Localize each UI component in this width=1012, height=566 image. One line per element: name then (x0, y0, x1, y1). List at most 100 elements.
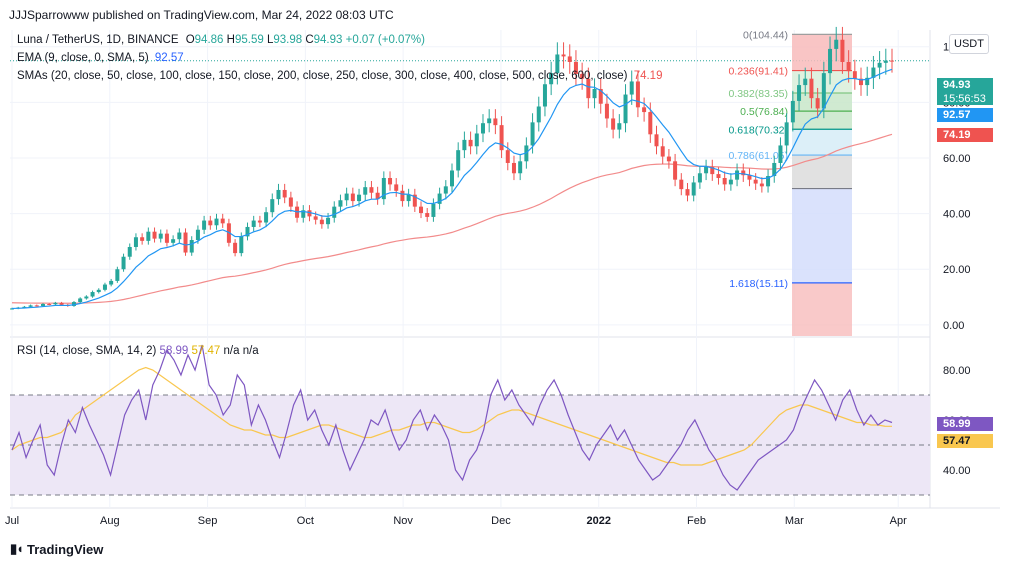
ema-price-tag: 92.57 (937, 108, 993, 122)
candle-body (865, 77, 870, 86)
candle-body (319, 219, 324, 225)
tradingview-brand: TradingView (27, 541, 104, 557)
candle-body (586, 78, 591, 99)
candle-body (530, 122, 535, 146)
candle-body (419, 206, 424, 214)
candle-body (480, 123, 485, 134)
candle-body (431, 203, 436, 217)
fib-zone (792, 111, 852, 130)
candle-body (264, 212, 269, 223)
price-tick-label: 20.00 (943, 264, 971, 276)
candle-body (133, 237, 138, 247)
candle-body (381, 177, 386, 200)
symbol-title[interactable]: Luna / TetherUS, 1D, BINANCE (17, 34, 179, 46)
candle-body (890, 60, 894, 62)
currency-button[interactable]: USDT (949, 34, 989, 54)
ohlc-low-label: L (266, 34, 274, 46)
fib-level-label: 0.382(83.35) (728, 88, 788, 100)
candle-body (78, 298, 83, 303)
candle-body (735, 170, 740, 180)
candle-body (412, 194, 417, 207)
rsi-ma-value: 57.47 (191, 345, 221, 357)
candle-body (710, 166, 715, 175)
candle-body (251, 220, 256, 227)
time-tick-label: Sep (198, 515, 218, 527)
candle-body (208, 220, 213, 226)
sma-value: 74.19 (633, 70, 663, 82)
candle-body (803, 78, 808, 86)
candle-body (90, 292, 95, 297)
ohlc-high-label: H (226, 34, 235, 46)
candle-body (852, 71, 857, 79)
candle-body (691, 182, 696, 196)
candle-body (326, 217, 331, 225)
candle-body (220, 218, 225, 224)
ohlc-open-label: O (185, 34, 195, 46)
candle-body (158, 233, 163, 239)
candle-body (828, 48, 833, 74)
candle-body (233, 242, 238, 254)
candle-body (40, 304, 45, 306)
candle-body (542, 84, 547, 107)
candle-body (350, 193, 355, 202)
candle-body (53, 302, 58, 305)
tradingview-logo[interactable]: ▮◖ TradingView (10, 541, 103, 557)
candle-body (660, 146, 665, 157)
candle-body (239, 236, 244, 254)
time-tick-label: Jul (5, 515, 19, 527)
rsi-tick-label: 40.00 (943, 465, 971, 477)
candle-body (679, 179, 684, 190)
rsi-na-2: n/a (242, 345, 259, 357)
candle-body (177, 232, 182, 240)
candle-body (505, 150, 510, 163)
candle-body (189, 240, 194, 253)
candle-body (127, 246, 132, 257)
rsi-tick-label: 80.00 (943, 365, 971, 377)
fib-level-label: 0(104.44) (743, 29, 788, 41)
candle-body (307, 210, 312, 217)
sma-line (11, 133, 893, 304)
last-price: 94.93 (943, 79, 971, 91)
candle-body (809, 78, 814, 99)
ohlc-change: +0.07 (+0.07%) (345, 34, 425, 46)
candle-body (338, 200, 343, 207)
candle-body (394, 184, 399, 191)
ema-legend[interactable]: EMA (9, close, 0, SMA, 5) 92.57 (17, 52, 184, 64)
candle-body (450, 170, 454, 187)
time-tick-label: Oct (297, 515, 314, 527)
candle-body (437, 193, 442, 204)
candle-body (425, 213, 430, 217)
sma-price-tag: 74.19 (937, 128, 993, 142)
candle-body (797, 85, 802, 101)
candle-body (28, 305, 33, 307)
candle-body (102, 284, 107, 290)
candle-body (629, 81, 634, 95)
candle-body (648, 112, 653, 135)
time-tick-label: Dec (491, 515, 511, 527)
candle-body (728, 179, 733, 185)
candle-body (511, 162, 516, 174)
candle-body (363, 187, 368, 195)
sma-legend[interactable]: SMAs (20, close, 50, close, 100, close, … (17, 70, 662, 82)
candle-body (598, 88, 603, 104)
candle-body (344, 193, 349, 201)
rsi-legend[interactable]: RSI (14, close, SMA, 14, 2) 58.99 57.47 … (17, 345, 259, 357)
ema-line (11, 68, 893, 310)
candle-body (22, 306, 27, 308)
candle-body (183, 232, 188, 253)
candle-body (34, 305, 39, 307)
candle-body (406, 194, 411, 202)
candle-body (257, 220, 262, 223)
price-tick-label: 60.00 (943, 153, 971, 165)
candle-body (821, 73, 826, 109)
candle-body (369, 187, 374, 193)
candle-body (654, 134, 659, 147)
candle-body (753, 179, 758, 184)
candle-body (685, 189, 690, 196)
candle-body (790, 100, 795, 123)
candle-body (332, 206, 337, 218)
candle-body (716, 174, 721, 178)
candle-body (388, 177, 393, 185)
candle-body (146, 231, 151, 241)
